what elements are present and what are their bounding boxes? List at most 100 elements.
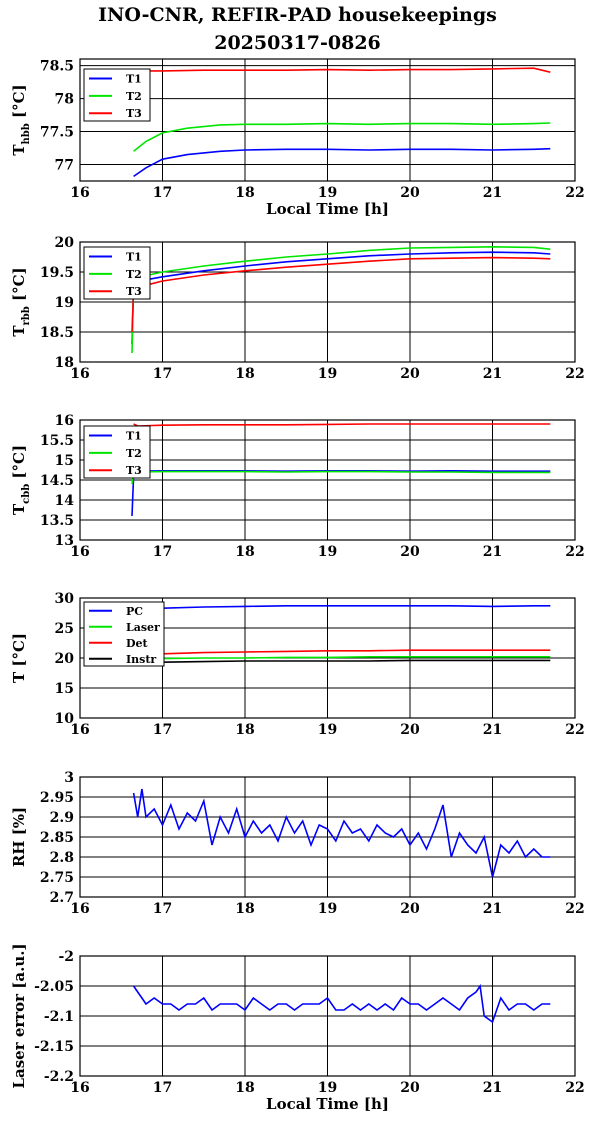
x-tick-label: 18 [235, 185, 254, 201]
series-line-T3 [132, 67, 551, 80]
x-tick-label: 21 [483, 185, 502, 201]
series-line-Instr [133, 659, 551, 664]
y-tick-label: 2.9 [50, 810, 74, 826]
y-tick-label: 78.5 [40, 59, 74, 75]
x-tick-label: 18 [235, 366, 254, 382]
series-line-Laser [133, 655, 551, 660]
y-tick-label: 10 [55, 711, 75, 727]
x-tick-label: 20 [400, 185, 420, 201]
plot-frame [79, 241, 576, 363]
y-tick-label: -2.1 [44, 1009, 74, 1025]
x-tick-label: 21 [483, 544, 502, 560]
x-tick-label: 22 [565, 544, 584, 560]
x-tick-label: 17 [153, 185, 172, 201]
y-tick-label: 2.8 [50, 850, 74, 866]
y-tick-label: 2.85 [40, 830, 74, 846]
legend-entry: T3 [126, 285, 142, 298]
y-tick-label: 18 [55, 355, 74, 371]
legend-entry: T2 [126, 447, 142, 460]
y-axis-label: Trbb [°C] [10, 267, 32, 336]
x-tick-label: 22 [565, 722, 584, 738]
y-tick-label: 19.5 [40, 265, 74, 281]
y-tick-label: 14.5 [40, 473, 74, 489]
plot-frame [79, 776, 576, 898]
legend-entry: Det [126, 637, 149, 650]
y-tick-label: 15 [55, 681, 74, 697]
x-tick-label: 21 [483, 1080, 502, 1096]
x-tick-label: 19 [318, 901, 337, 917]
panel-2: 16 17 18 19 20 21 22 18 18.5 19 19.5 20 T1 T2 T3 Trbb [… [10, 235, 585, 382]
x-tick-label: 17 [153, 1080, 172, 1096]
y-axis-label-main: T [10, 671, 28, 683]
y-tick-label: 77 [55, 158, 74, 174]
series-line-PC [133, 604, 551, 611]
y-tick-label: -2.2 [44, 1069, 74, 1085]
series-line-1 [132, 788, 551, 878]
x-tick-label: 16 [70, 901, 89, 917]
y-axis-label-unit: [°C] [10, 445, 28, 484]
y-axis-label-main: T [10, 144, 28, 156]
y-axis-label: Tcbb [°C] [10, 445, 32, 515]
series-line-T3 [133, 423, 551, 427]
x-axis-label: Local Time [h] [266, 1095, 389, 1113]
y-tick-label: 13 [55, 533, 74, 549]
x-tick-label: 16 [70, 1080, 89, 1096]
x-tick-label: 16 [70, 366, 89, 382]
y-axis-label-main: T [10, 325, 28, 337]
plot-frame [79, 58, 576, 182]
y-axis-label: T [°C] [10, 633, 28, 683]
y-axis-label-main: T [10, 503, 28, 515]
y-axis-label: Laser error [a.u.] [10, 943, 28, 1088]
x-tick-label: 17 [153, 901, 172, 917]
x-tick-label: 17 [153, 544, 172, 560]
x-tick-label: 18 [235, 722, 254, 738]
series-line-T2 [131, 470, 551, 485]
y-tick-label: 18.5 [40, 325, 74, 341]
x-tick-label: 17 [153, 722, 172, 738]
y-tick-label: 2.75 [40, 870, 74, 886]
x-tick-label: 22 [565, 901, 584, 917]
y-tick-label: 30 [55, 591, 75, 607]
legend-entry: Instr [126, 653, 156, 666]
series-line-Det [133, 649, 551, 656]
y-tick-label: -2.05 [34, 979, 74, 995]
y-axis-label: RH [%] [10, 807, 28, 867]
x-tick-label: 22 [565, 185, 584, 201]
x-axis-label: Local Time [h] [266, 200, 389, 218]
x-tick-label: 16 [70, 185, 89, 201]
x-tick-label: 18 [235, 901, 254, 917]
x-tick-label: 20 [400, 722, 420, 738]
x-tick-label: 19 [318, 722, 337, 738]
panel-4: 16 17 18 19 20 21 22 10 15 20 25 30 PC Laser Det Instr T… [10, 591, 585, 738]
y-axis-label-unit: [°C] [10, 267, 28, 306]
x-tick-label: 19 [318, 366, 337, 382]
y-axis-label-subscript: cbb [21, 484, 32, 504]
y-tick-label: 16 [55, 413, 74, 429]
legend-entry: PC [126, 605, 143, 618]
legend-entry: T1 [126, 430, 142, 443]
x-tick-label: 19 [318, 1080, 337, 1096]
y-axis-label-subscript: hbb [21, 123, 32, 144]
x-tick-label: 21 [483, 901, 502, 917]
legend-entry: T3 [126, 107, 142, 120]
y-axis-label-unit: [°C] [10, 84, 28, 123]
y-tick-label: 20 [55, 235, 75, 251]
legend-entry: T1 [126, 73, 142, 86]
y-tick-label: -2.15 [34, 1039, 74, 1055]
legend-entry: T2 [126, 90, 142, 103]
y-tick-label: 3 [64, 770, 74, 786]
panel-6: 16 17 18 19 20 21 22 -2.2 -2.15 -2.1 -2.05 -2 Laser … [10, 943, 585, 1113]
plot-frame [79, 419, 576, 541]
x-tick-label: 18 [235, 544, 254, 560]
y-tick-label: 2.95 [40, 790, 74, 806]
y-tick-label: 77.5 [40, 125, 74, 141]
x-tick-label: 20 [400, 544, 420, 560]
y-tick-label: 15.5 [40, 433, 74, 449]
x-tick-label: 19 [318, 185, 337, 201]
series-line-T1 [133, 147, 551, 178]
series-line-T2 [133, 122, 551, 152]
y-tick-label: -2 [58, 949, 74, 965]
y-tick-label: 14 [55, 493, 75, 509]
x-tick-label: 20 [400, 366, 420, 382]
series-line-T3 [131, 256, 551, 333]
